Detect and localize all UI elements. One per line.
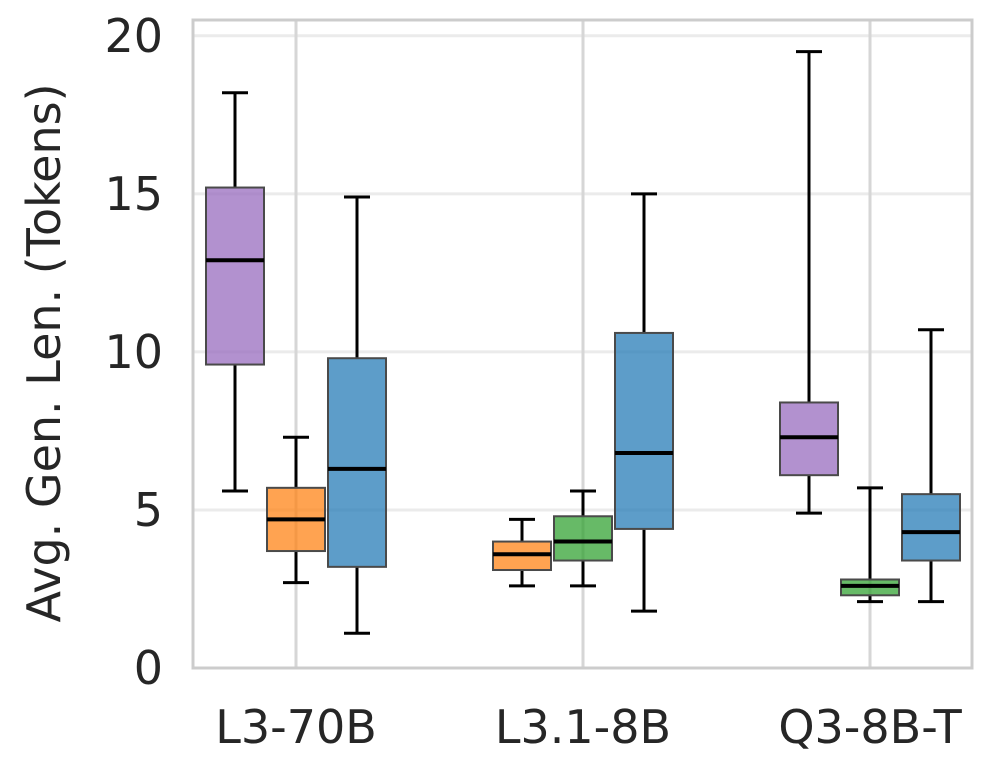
plot-frame — [191, 18, 974, 670]
box-body — [205, 186, 265, 366]
x-tick-label-L3-70B: L3-70B — [215, 700, 377, 754]
box-L3-70B-2 — [266, 435, 326, 585]
y-tick-label-10: 10 — [104, 325, 163, 379]
box-Q3-8B-T-2 — [840, 486, 900, 604]
box-Q3-8B-T-1 — [779, 50, 839, 515]
box-L3.1-8B-3 — [614, 192, 674, 613]
y-tick-label-5: 5 — [134, 483, 163, 537]
box-body — [553, 515, 613, 562]
x-tick-label-Q3-8B-T: Q3-8B-T — [778, 700, 962, 754]
box-body — [614, 331, 674, 530]
x-tick-label-L3.1-8B: L3.1-8B — [495, 700, 671, 754]
axis-layer: 0 5 10 15 20 L3-70B L3.1-8B Q3-8B-T — [104, 9, 974, 754]
box-Q3-8B-T-3 — [901, 328, 961, 604]
y-tick-label-20: 20 — [104, 9, 163, 63]
box-L3.1-8B-1 — [492, 517, 552, 588]
box-layer — [205, 50, 961, 635]
box-body — [327, 357, 387, 568]
y-tick-label-15: 15 — [104, 167, 163, 221]
box-L3.1-8B-2 — [553, 489, 613, 588]
y-tick-label-0: 0 — [134, 641, 163, 695]
box-L3-70B-3 — [327, 195, 387, 635]
y-axis-title: Avg. Gen. Len. (Tokens) — [17, 83, 71, 622]
box-L3-70B-1 — [205, 91, 265, 493]
box-body — [901, 493, 961, 562]
